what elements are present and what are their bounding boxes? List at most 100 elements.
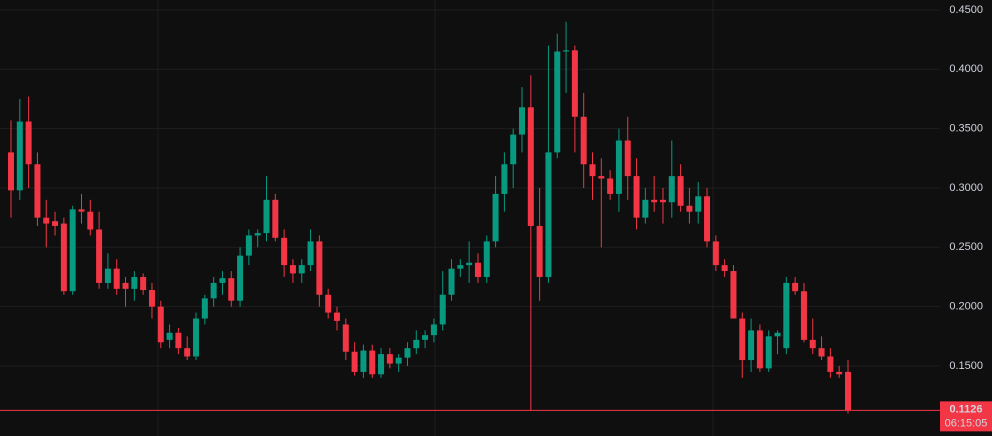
candle-body [642, 199, 649, 218]
candle-body [96, 229, 103, 283]
candle-body [254, 233, 261, 236]
candle-body [69, 209, 76, 292]
candle-body [122, 282, 129, 289]
candle-body [298, 265, 305, 274]
candle-body [580, 116, 587, 165]
candle-body [193, 318, 200, 357]
candle-body [228, 278, 235, 301]
candle-body [748, 330, 755, 361]
candle-body [836, 371, 843, 375]
candle-body [818, 348, 825, 357]
candle-body [845, 371, 851, 411]
candle-body [113, 268, 120, 289]
candle-body [519, 107, 526, 135]
candle-body [219, 278, 226, 283]
y-tick-label: 0.3500 [949, 123, 983, 135]
candle-body [104, 268, 111, 283]
candle-body [263, 199, 270, 234]
candle-body [413, 339, 420, 349]
candle-body [659, 199, 666, 203]
candle-body [378, 354, 385, 375]
candle-body [809, 339, 816, 349]
candle-body [52, 221, 59, 226]
y-tick-label: 0.1500 [949, 360, 983, 372]
candle-body [615, 140, 622, 194]
countdown: 06:15:05 [945, 417, 988, 429]
candle-body [686, 205, 693, 212]
candle-body [16, 121, 23, 191]
candle-body [430, 324, 437, 336]
candle-body [677, 176, 684, 206]
candle-body [510, 134, 517, 165]
candle-body [360, 350, 367, 372]
candle-body [272, 199, 279, 238]
candle-body [651, 199, 658, 203]
candle-body [466, 262, 473, 266]
candle-body [245, 235, 252, 256]
candle-body [395, 357, 402, 364]
candle-body [333, 312, 340, 321]
candle-body [624, 140, 631, 177]
candle-body [386, 354, 393, 364]
candle-body [237, 255, 244, 301]
candle-body [554, 51, 561, 153]
candle-body [131, 276, 138, 289]
candle-body [756, 330, 763, 369]
candle-body [589, 164, 596, 177]
candle-body [563, 50, 570, 52]
candle-body [704, 196, 711, 242]
candle-body [792, 282, 799, 292]
candle-body [166, 332, 173, 340]
candle-body [765, 336, 772, 369]
candle-body [210, 282, 217, 299]
candle-body [774, 332, 781, 337]
candle-body [342, 324, 349, 352]
y-tick-label: 0.4500 [949, 4, 983, 16]
candle-body [316, 241, 323, 295]
candle-body [307, 241, 314, 266]
candle-body [712, 241, 719, 266]
y-tick-label: 0.2000 [949, 301, 983, 313]
candle-body [201, 298, 208, 319]
candle-body [783, 282, 790, 349]
candle-body [8, 152, 14, 191]
candle-body [527, 107, 534, 226]
candle-body [536, 225, 543, 277]
candle-body [281, 237, 288, 266]
candle-body [78, 209, 85, 212]
candle-body [827, 356, 834, 372]
candle-body [175, 332, 182, 349]
candle-body [60, 223, 67, 292]
candle-body [633, 176, 640, 218]
y-tick-label: 0.2500 [949, 241, 983, 253]
candle-body [607, 178, 614, 194]
candle-body [43, 217, 50, 224]
candle-body [501, 164, 508, 194]
candle-body [369, 350, 376, 375]
candle-body [695, 196, 702, 212]
candle-body [25, 121, 32, 165]
candle-body [351, 351, 358, 372]
candle-body [404, 348, 411, 358]
candle-body [739, 318, 746, 361]
candle-body [184, 348, 191, 357]
candle-body [800, 291, 807, 340]
candle-body [545, 152, 552, 277]
candle-body [730, 271, 737, 319]
candle-body [492, 193, 499, 242]
candle-body [598, 176, 605, 179]
y-tick-label: 0.4000 [949, 63, 983, 75]
candle-body [721, 265, 728, 272]
price-tag [940, 401, 992, 432]
candle-body [87, 211, 94, 230]
candle-body [439, 294, 446, 325]
candle-body [448, 268, 455, 295]
candle-body [571, 50, 578, 117]
candle-body [148, 290, 155, 307]
candle-body [140, 276, 147, 291]
candle-body [422, 335, 429, 340]
candle-body [474, 262, 481, 277]
candle-body [483, 241, 490, 277]
candle-body [34, 164, 41, 218]
candle-body [157, 306, 164, 343]
